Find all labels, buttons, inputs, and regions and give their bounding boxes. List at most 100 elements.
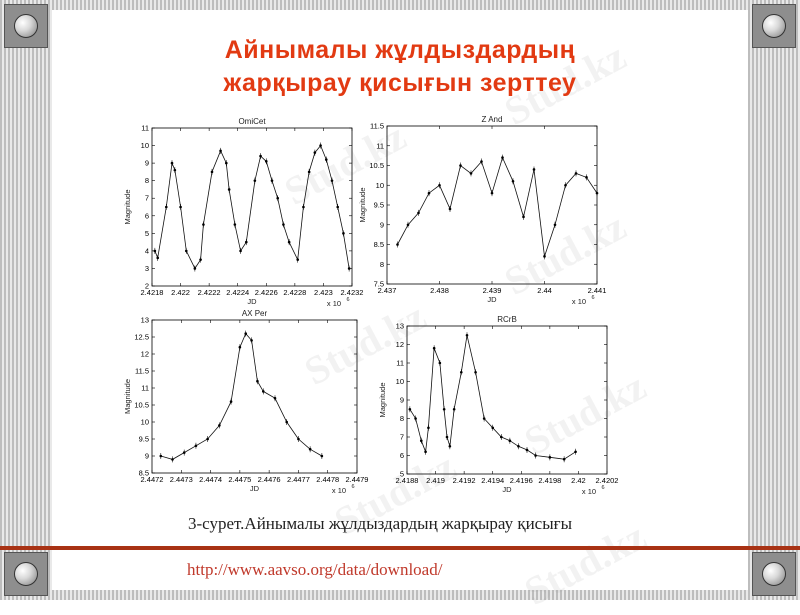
y-tick-label: 10.5 (369, 161, 384, 170)
plot-frame (151, 127, 353, 287)
y-tick-label: 12 (141, 350, 149, 359)
x-tick-label: 2.4472 (141, 475, 164, 484)
data-point (448, 444, 452, 448)
x-axis-exponent: 6 (591, 295, 594, 301)
data-point (525, 448, 529, 452)
x-tick-label: 2.4196 (510, 476, 533, 485)
data-point (330, 179, 334, 182)
x-tick-label: 2.4222 (198, 288, 221, 297)
x-axis-exponent: 6 (351, 484, 354, 490)
x-axis-label: JD (502, 485, 512, 494)
y-tick-label: 10 (396, 377, 404, 386)
y-tick-label: 9 (145, 159, 149, 168)
y-tick-label: 9 (400, 396, 404, 405)
divider-line (0, 546, 800, 550)
y-tick-label: 11 (141, 124, 149, 133)
data-point (553, 223, 557, 227)
data-point (282, 223, 285, 226)
y-axis-label: Magnitude (123, 379, 132, 414)
frame-top (0, 0, 800, 10)
x-tick-label: 2.437 (378, 286, 397, 295)
data-point (313, 151, 317, 154)
data-point (491, 426, 495, 430)
data-point (474, 370, 477, 374)
rivet-icon (762, 14, 786, 38)
y-tick-label: 9.5 (374, 201, 384, 210)
data-point (244, 332, 248, 335)
data-point (302, 205, 305, 209)
data-point (261, 390, 265, 393)
chart-title: RCrB (497, 315, 517, 324)
y-tick-label: 8 (400, 414, 404, 423)
data-point (153, 249, 157, 253)
data-point (336, 205, 340, 209)
x-tick-label: 2.422 (171, 288, 190, 297)
x-axis-label: JD (250, 484, 260, 493)
data-point (432, 346, 436, 350)
data-point (511, 180, 515, 183)
y-tick-label: 5 (400, 470, 404, 479)
data-point (564, 183, 567, 187)
data-point (517, 444, 520, 448)
data-point (159, 454, 163, 458)
x-tick-label: 2.4218 (141, 288, 164, 297)
data-point (227, 188, 231, 191)
data-point (424, 450, 427, 454)
data-point (238, 345, 242, 349)
data-point (574, 172, 578, 175)
x-tick-label: 2.4476 (258, 475, 281, 484)
data-point (417, 211, 420, 215)
y-tick-label: 4 (145, 246, 149, 255)
data-point (482, 417, 486, 420)
slide-title-line2: жарқырау қисығын зерттеу (223, 69, 577, 97)
data-point (193, 267, 197, 270)
data-point (170, 161, 174, 165)
chart-title: AX Per (242, 309, 268, 318)
data-point (264, 160, 268, 163)
slide-canvas (52, 10, 748, 590)
data-point (182, 451, 186, 454)
y-tick-label: 7 (400, 433, 404, 442)
source-link[interactable]: http://www.aavso.org/data/download/ (187, 560, 443, 579)
x-tick-label: 2.42 (571, 476, 586, 485)
data-point (501, 156, 504, 159)
rivet-icon (14, 562, 38, 586)
y-tick-label: 11.5 (135, 367, 149, 376)
x-tick-label: 2.44 (537, 286, 552, 295)
frame-right (748, 0, 800, 600)
x-tick-label: 2.4194 (481, 476, 504, 485)
plot-rcrb: RCrB 2.4188 2.419 2.4192 2.4194 2.4196 2.4198 2… (375, 312, 618, 507)
data-point (308, 447, 312, 451)
x-axis-exponent: 6 (346, 297, 349, 303)
data-point (585, 176, 588, 179)
data-point (184, 249, 188, 253)
data-point (534, 454, 537, 457)
data-point (164, 205, 168, 209)
data-point (480, 160, 483, 163)
data-point (459, 370, 463, 374)
data-point (532, 168, 536, 171)
light-curve-chart: RCrB 2.4188 2.419 2.4192 2.4194 2.4196 2.4198 2… (378, 315, 618, 496)
y-tick-label: 11 (396, 359, 404, 368)
data-point (210, 170, 214, 174)
data-point (342, 232, 345, 235)
data-point (419, 439, 423, 442)
data-point (233, 223, 237, 226)
data-point (276, 196, 280, 200)
y-tick-label: 8 (145, 176, 149, 185)
data-point (287, 240, 291, 244)
data-point (256, 379, 259, 383)
plot-axper: AX Per 2.4472 2.4473 2.4474 2.4475 2.4476 2.44… (120, 306, 368, 506)
y-axis-label: Magnitude (123, 189, 132, 224)
y-tick-label: 7 (145, 194, 149, 203)
frame-left (0, 0, 52, 600)
data-point (229, 400, 233, 403)
y-tick-label: 8.5 (139, 469, 149, 478)
y-tick-label: 13 (141, 316, 149, 325)
y-tick-label: 11 (376, 141, 384, 150)
rivet-icon (762, 562, 786, 586)
data-point (239, 249, 242, 253)
y-tick-label: 10 (141, 141, 149, 150)
data-point (202, 223, 205, 226)
x-tick-label: 2.4474 (199, 475, 222, 484)
